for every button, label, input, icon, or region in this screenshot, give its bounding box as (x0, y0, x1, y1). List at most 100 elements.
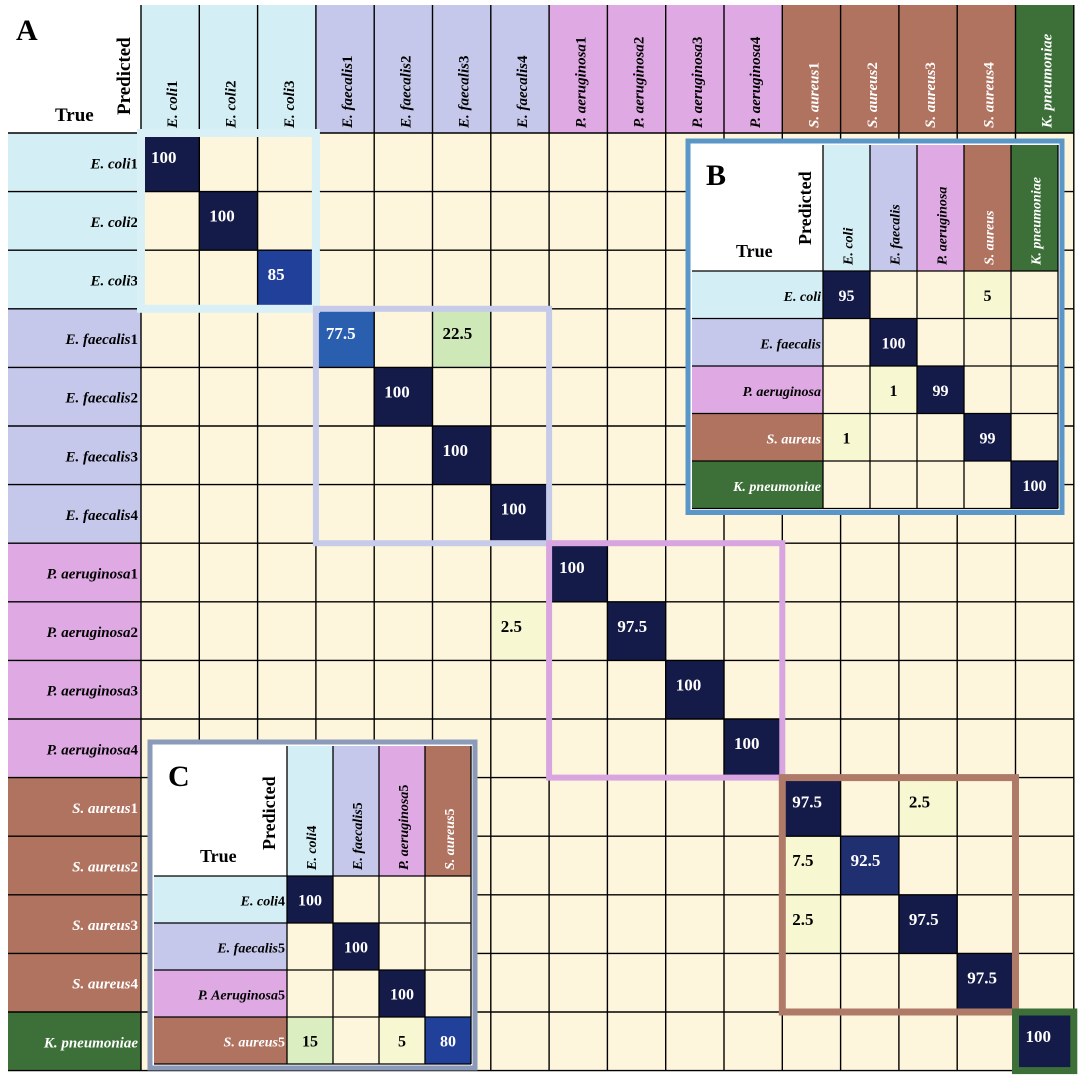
panel-a-cell-value: 97.5 (909, 910, 939, 929)
panel-a-cell (898, 836, 958, 895)
panel-a-cell (432, 308, 491, 368)
ecoli-group-frame (137, 129, 320, 313)
panel-a-cell (607, 601, 666, 661)
panel-a-cell (374, 660, 433, 719)
panel-c-inset-row-header-bg (154, 876, 287, 923)
panel-b-inset-cell (823, 271, 870, 319)
panel-a-cell (607, 484, 666, 544)
panel-b-inset-cell (1011, 318, 1058, 366)
panel-c-inset: C True Predicted E. coli4 E. faecalis5 P. aer… (147, 739, 478, 1071)
panel-a-row-header-bg (8, 191, 141, 251)
panel-a-cell (898, 543, 958, 602)
panel-a-cell (1015, 894, 1074, 954)
panel-a-column-label-e-coli2: E. coli2 (223, 80, 239, 129)
panel-a-row-label-e-faecalis1: E. faecalis1 (65, 332, 139, 348)
panel-a-cell (432, 660, 491, 719)
panel-b-inset-cell (870, 366, 917, 414)
panel-a-cell (141, 367, 200, 426)
panel-a-cell (724, 953, 783, 1012)
panel-c-inset-cell (379, 876, 425, 923)
panel-b-inset-cell (917, 318, 964, 366)
panel-a-cell (840, 894, 899, 954)
panel-c-inset-cell (425, 923, 471, 970)
panel-a-cell (257, 133, 316, 192)
panel-a-cell (490, 484, 550, 544)
panel-a-column-header-bg (840, 5, 899, 133)
panel-a-cell (315, 250, 375, 309)
panel-a-cell (549, 543, 608, 602)
panel-a-cell (957, 660, 1016, 719)
panel-a-cell (665, 894, 724, 954)
panel-a-cell (840, 836, 899, 895)
panel-a-cell (549, 367, 608, 426)
panel-b-inset-row-label-s-aureus: S. aureus (767, 432, 822, 447)
panel-a-cell (315, 133, 375, 192)
panel-b-inset-row-label-e-coli: E. coli (783, 290, 821, 305)
panel-a-cell (1015, 777, 1074, 837)
panel-a-cell (549, 133, 608, 192)
panel-a-true-label: True (55, 105, 94, 126)
panel-a-row-label-p-aeruginosa3: P. aeruginosa3 (47, 684, 138, 700)
panel-b-inset-cell (1011, 413, 1058, 461)
panel-a-cell (199, 191, 258, 251)
panel-a-cell (141, 250, 200, 309)
panel-a-column-header-bg (432, 5, 491, 133)
panel-a-cell (199, 543, 258, 602)
panel-a-cell (782, 1012, 841, 1071)
panel-b-inset-row-header-bg (692, 271, 823, 319)
panel-c-inset-row-label-s-aureus5: S. aureus5 (224, 1036, 285, 1051)
panel-b-inset-cell (823, 366, 870, 414)
panel-a-cell (490, 894, 550, 954)
panel-a-cell-value: 100 (501, 500, 527, 519)
panel-b-inset-column-label-k-pneumoniae: K. pneumoniae (1030, 177, 1045, 266)
panel-a-cell-value: 22.5 (443, 324, 473, 343)
panel-b-inset-row-label-p-aeruginosa: P. aeruginosa (743, 385, 821, 400)
panel-a-cell-value: 100 (209, 207, 235, 226)
panel-a-cell (549, 719, 608, 778)
panel-b-inset-cell (870, 271, 917, 319)
panel-a-cell-value: 100 (734, 734, 760, 753)
panel-b-inset-cell (917, 413, 964, 461)
panel-a-cell (957, 543, 1016, 602)
panel-a-cell (374, 308, 433, 368)
panel-a-row-label-e-faecalis3: E. faecalis3 (65, 449, 139, 465)
panel-a-cell (490, 660, 550, 719)
panel-a-cell (665, 1012, 724, 1071)
panel-a-corner (8, 5, 141, 133)
panel-a-cell (490, 543, 550, 602)
panel-c-inset-row-header-bg (154, 923, 287, 970)
panel-b-inset-cell (917, 461, 964, 509)
panel-a-cell (782, 601, 841, 661)
panel-b-inset-cell (870, 318, 917, 366)
panel-a-row-label-p-aeruginosa2: P. aeruginosa2 (47, 625, 138, 641)
panel-b-inset-column-label-e-coli: E. coli (842, 228, 857, 266)
panel-a-cell (141, 543, 200, 602)
panel-c-inset-cell (287, 970, 333, 1017)
panel-a-cell (1015, 953, 1074, 1012)
panel-c-inset-row-header-bg (154, 970, 287, 1017)
panel-a-cell (374, 367, 433, 426)
panel-c-inset-column-label-p-aeruginosa5: P. aeruginosa5 (397, 785, 412, 870)
panel-a-cell (782, 543, 841, 602)
panel-b-inset-cell (823, 413, 870, 461)
panel-a-cell (315, 660, 375, 719)
panel-c-inset-cell-value: 100 (298, 893, 322, 910)
panel-a-cell (432, 543, 491, 602)
panel-a-cell (724, 1012, 783, 1071)
panel-c-inset-column-header-bg (287, 746, 333, 876)
panel-a-cell (257, 250, 316, 309)
panel-c-inset-column-header-bg (425, 746, 471, 876)
panel-a-cell (315, 484, 375, 544)
panel-a-cell-value: 2.5 (792, 910, 813, 929)
panel-b-inset-column-label-e-faecalis: E. faecalis (889, 204, 904, 266)
panel-b-inset-column-label-p-aeruginosa: P. aeruginosa (936, 187, 951, 265)
panel-a-cell-value: 100 (384, 382, 410, 401)
panel-a-cell (665, 660, 724, 719)
panel-b-inset-cell (870, 461, 917, 509)
panel-a-column-label-s-aureus2: S. aureus2 (865, 62, 881, 128)
paeruginosa-group-frame (546, 540, 786, 781)
panel-a-cell (432, 484, 491, 544)
panel-a-column-header-bg (257, 5, 316, 133)
panel-a-cell (315, 601, 375, 661)
